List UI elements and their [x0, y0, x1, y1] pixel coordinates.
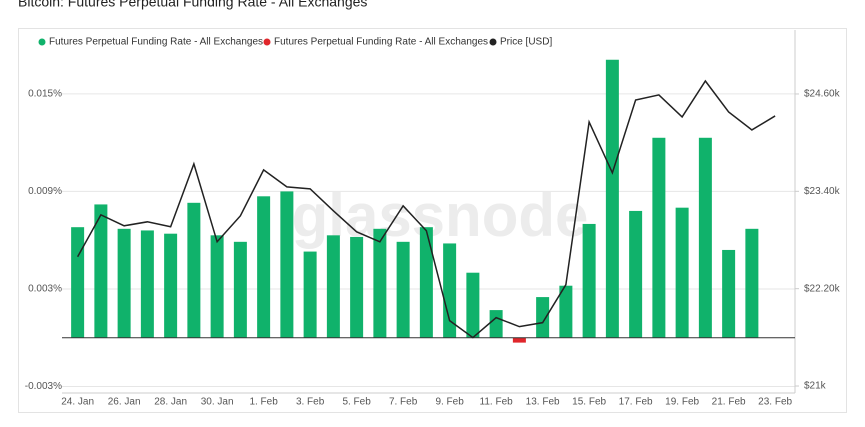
bar — [443, 243, 457, 338]
bar — [675, 207, 689, 338]
bar — [559, 285, 573, 338]
x-tick-label: 19. Feb — [665, 397, 699, 408]
bar — [233, 241, 247, 338]
bar — [117, 228, 131, 338]
legend: Futures Perpetual Funding Rate - All Exc… — [38, 37, 552, 48]
legend-label: Futures Perpetual Funding Rate - All Exc… — [49, 37, 263, 48]
bar — [140, 230, 154, 338]
bar — [582, 223, 596, 338]
x-tick-label: 3. Feb — [296, 397, 325, 408]
x-tick-label: 13. Feb — [526, 397, 560, 408]
x-tick-label: 21. Feb — [712, 397, 746, 408]
bar — [536, 297, 550, 338]
x-tick-label: 23. Feb — [758, 397, 792, 408]
y-tick-label: 0.009% — [28, 186, 62, 197]
bar — [94, 204, 108, 338]
bar — [698, 137, 712, 338]
legend-marker — [263, 38, 271, 46]
watermark: glassnode — [292, 182, 589, 249]
x-tick-label: 28. Jan — [154, 397, 187, 408]
y-tick-label: 0.015% — [28, 89, 62, 100]
legend-label: Price [USD] — [500, 37, 552, 48]
x-tick-label: 17. Feb — [619, 397, 653, 408]
bar — [745, 228, 759, 338]
x-tick-label: 30. Jan — [201, 397, 234, 408]
bar — [350, 236, 364, 338]
bar — [722, 249, 736, 338]
bar — [512, 337, 526, 343]
y2-tick-label: $21k — [804, 381, 827, 392]
legend-marker — [38, 38, 46, 46]
bar — [629, 210, 643, 338]
bar — [396, 241, 410, 338]
bar — [605, 59, 619, 338]
bar — [419, 227, 433, 338]
price-line — [76, 79, 776, 339]
x-tick-label: 26. Jan — [108, 397, 141, 408]
bar — [303, 251, 317, 338]
bar — [71, 227, 85, 338]
bar — [164, 233, 178, 338]
bar — [652, 137, 666, 338]
bar — [466, 272, 480, 338]
x-tick-label: 24. Jan — [61, 397, 94, 408]
bar — [326, 235, 340, 338]
legend-label: Futures Perpetual Funding Rate - All Exc… — [274, 37, 488, 48]
bar — [257, 196, 271, 338]
chart-title: Bitcoin: Futures Perpetual Funding Rate … — [18, 0, 367, 10]
bar — [210, 235, 224, 338]
y2-tick-label: $22.20k — [804, 283, 841, 294]
x-tick-label: 5. Feb — [342, 397, 371, 408]
y-tick-label: 0.003% — [28, 284, 62, 295]
bar — [280, 191, 294, 338]
x-tick-label: 7. Feb — [389, 397, 418, 408]
x-tick-label: 1. Feb — [249, 397, 278, 408]
legend-marker — [489, 38, 497, 46]
chart-frame — [18, 28, 847, 413]
y2-tick-label: $24.60k — [804, 89, 841, 100]
x-tick-label: 15. Feb — [572, 397, 606, 408]
x-tick-label: 9. Feb — [435, 397, 464, 408]
x-tick-label: 11. Feb — [480, 397, 514, 408]
bar — [373, 228, 387, 338]
y-tick-label: -0.003% — [25, 381, 62, 392]
y2-tick-label: $23.40k — [804, 186, 841, 197]
bar — [187, 202, 201, 338]
bar — [489, 310, 503, 338]
